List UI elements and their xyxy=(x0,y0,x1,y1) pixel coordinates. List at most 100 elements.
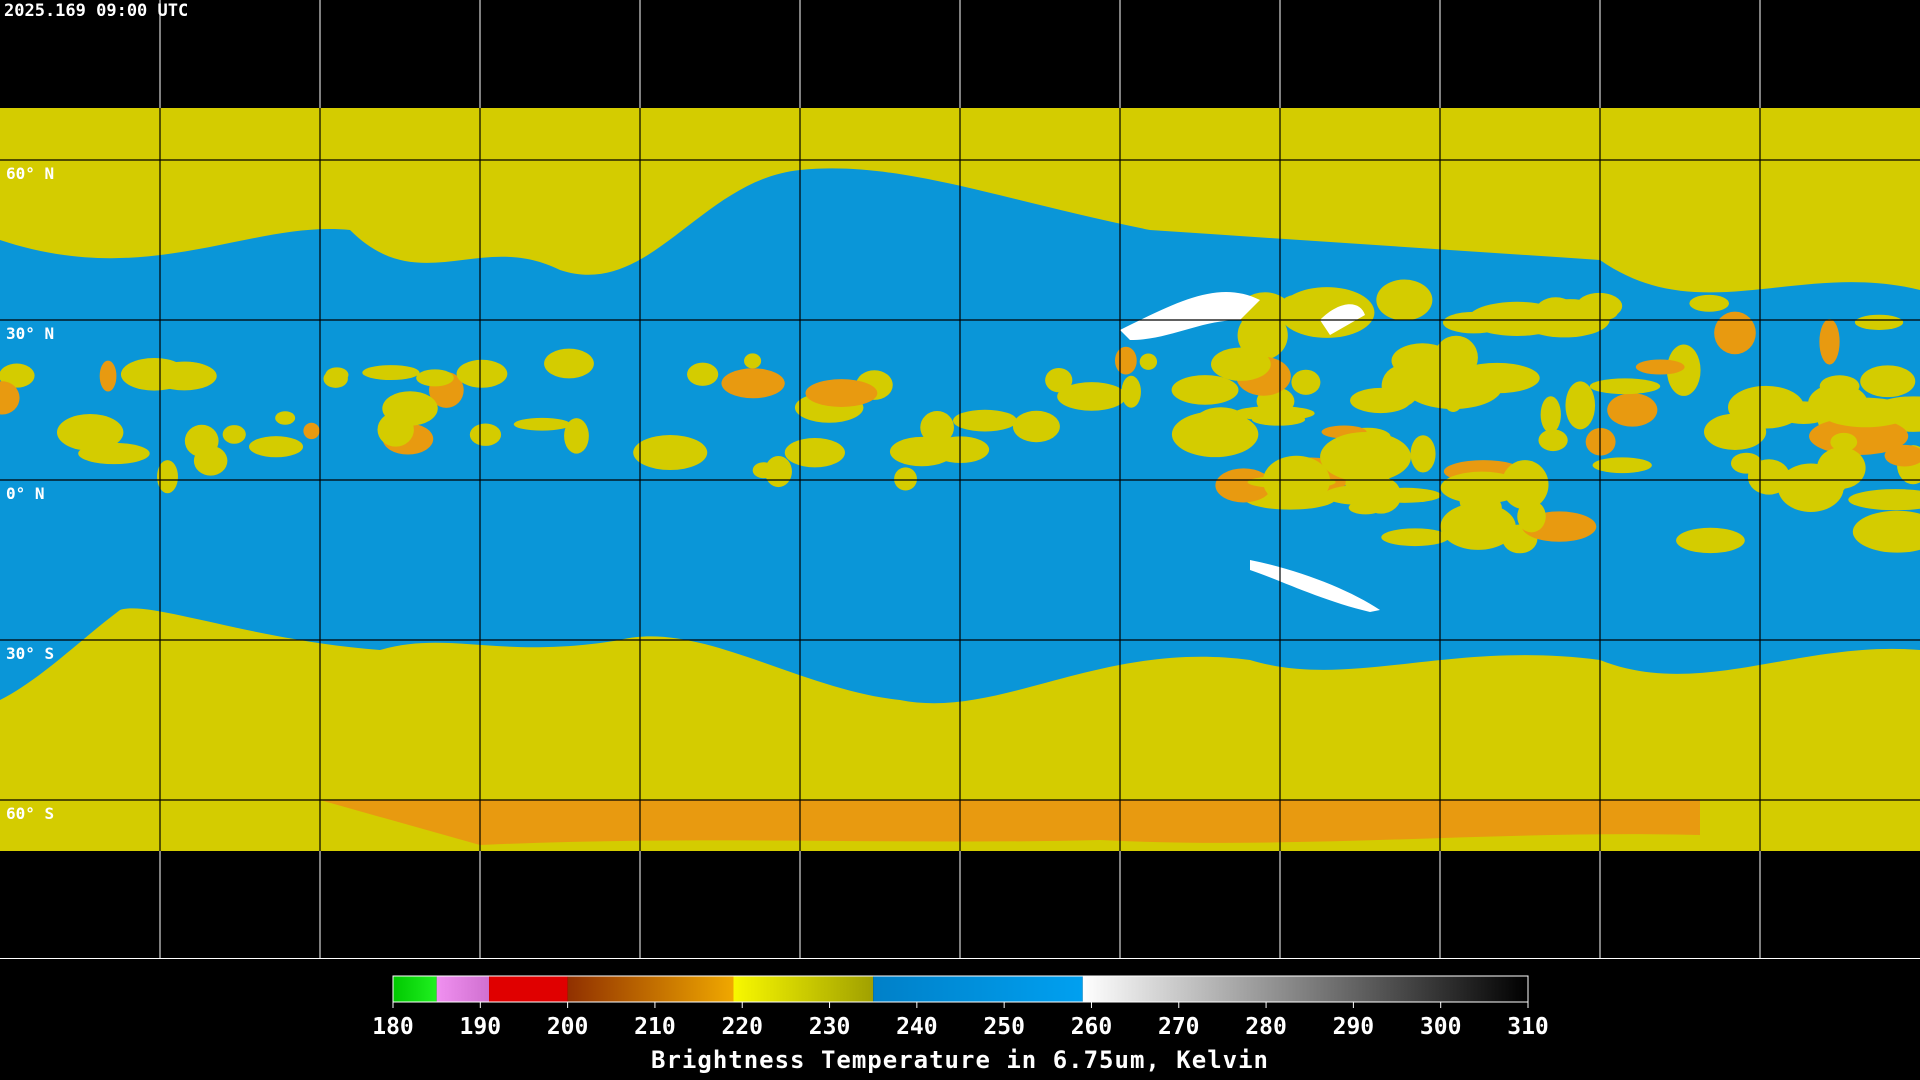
cloud xyxy=(1848,489,1920,511)
cloud xyxy=(1459,475,1493,520)
cloud xyxy=(1391,343,1454,379)
cloud xyxy=(1440,503,1516,550)
cloud xyxy=(953,409,1017,432)
colorbar-segment xyxy=(873,976,1083,1002)
cloud xyxy=(303,422,320,440)
cloud xyxy=(784,437,845,468)
timestamp: 2025.169 09:00 UTC xyxy=(4,1,188,21)
south-orange xyxy=(320,800,1700,845)
cloud xyxy=(323,369,348,388)
cloud xyxy=(1830,432,1858,452)
cloud xyxy=(99,360,117,392)
cloud xyxy=(894,467,917,491)
tick-label: 220 xyxy=(721,1014,763,1040)
cloud xyxy=(1234,406,1315,421)
cloud xyxy=(633,435,708,471)
tick-label: 230 xyxy=(809,1014,851,1040)
cloud xyxy=(1376,279,1433,321)
lat-label: 30° N xyxy=(6,324,54,343)
lat-label: 60° N xyxy=(6,164,54,183)
cloud xyxy=(56,414,124,451)
cloud xyxy=(1012,410,1060,443)
tick-label: 190 xyxy=(460,1014,502,1040)
tick-label: 280 xyxy=(1245,1014,1287,1040)
cloud xyxy=(1607,393,1658,427)
dry-region xyxy=(1120,291,1380,612)
tick-label: 300 xyxy=(1420,1014,1462,1040)
cloud xyxy=(1819,375,1860,397)
cloud xyxy=(1585,427,1616,456)
cloud xyxy=(1854,314,1904,330)
cloud xyxy=(1592,457,1652,474)
cloud xyxy=(1262,455,1331,507)
tick-label: 200 xyxy=(547,1014,589,1040)
cloud xyxy=(564,418,589,454)
cloud xyxy=(157,460,178,494)
cloud xyxy=(1817,447,1866,489)
cloud xyxy=(0,381,20,415)
lat-label: 60° S xyxy=(6,804,54,823)
cloud xyxy=(1291,369,1321,395)
cloud xyxy=(1819,318,1840,365)
cloud xyxy=(1057,382,1127,411)
cloud xyxy=(1121,375,1141,408)
cloud xyxy=(1139,353,1158,370)
cloud xyxy=(0,363,35,388)
cloud xyxy=(1211,347,1271,381)
cloud xyxy=(377,412,414,447)
cloud xyxy=(1565,381,1596,430)
cloud xyxy=(1193,407,1249,442)
colorbar-segment xyxy=(436,976,490,1002)
cloud xyxy=(1045,367,1073,393)
colorbar-segment xyxy=(489,976,568,1002)
cloud xyxy=(1540,396,1561,434)
cloud xyxy=(687,362,719,386)
cloud xyxy=(1852,510,1920,553)
cloud xyxy=(1454,362,1540,394)
tick-label: 310 xyxy=(1507,1014,1549,1040)
colorbar-segment xyxy=(733,976,874,1002)
cloud xyxy=(1114,346,1137,375)
cloud xyxy=(275,411,296,425)
cloud xyxy=(416,369,454,387)
lat-label: 30° S xyxy=(6,644,54,663)
cloud xyxy=(721,368,785,399)
cloud xyxy=(513,417,571,431)
map-border xyxy=(0,958,1920,959)
colorbar-title: Brightness Temperature in 6.75um, Kelvin xyxy=(651,1046,1269,1074)
tick-label: 180 xyxy=(372,1014,414,1040)
cloud xyxy=(1237,310,1288,360)
cloud xyxy=(1714,311,1756,355)
colorbar-segment xyxy=(393,976,437,1002)
cloud xyxy=(805,379,878,407)
cloud xyxy=(1320,432,1412,482)
cloud xyxy=(1676,527,1745,554)
tick-label: 290 xyxy=(1333,1014,1375,1040)
cloud xyxy=(456,359,508,388)
tick-label: 260 xyxy=(1071,1014,1113,1040)
cloud xyxy=(249,436,304,458)
cloud xyxy=(1884,444,1920,467)
cloud xyxy=(1589,378,1661,395)
cloud xyxy=(1215,468,1272,503)
colorbar-segment xyxy=(1082,976,1528,1002)
tick-label: 240 xyxy=(896,1014,938,1040)
tick-label: 250 xyxy=(983,1014,1025,1040)
tick-label: 210 xyxy=(634,1014,676,1040)
cloud xyxy=(469,423,502,446)
cloud xyxy=(1283,292,1354,308)
cloud xyxy=(362,365,420,381)
cloud xyxy=(222,425,246,444)
cloud xyxy=(1635,359,1685,375)
colorbar-segment xyxy=(567,976,734,1002)
cloud xyxy=(764,455,792,488)
cloud xyxy=(544,348,594,379)
cloud xyxy=(1171,375,1239,405)
cloud xyxy=(1560,304,1618,323)
colorbar-frame xyxy=(392,975,1529,1003)
cloud xyxy=(1442,311,1505,334)
cloud xyxy=(1666,344,1701,396)
cloud xyxy=(151,361,217,391)
